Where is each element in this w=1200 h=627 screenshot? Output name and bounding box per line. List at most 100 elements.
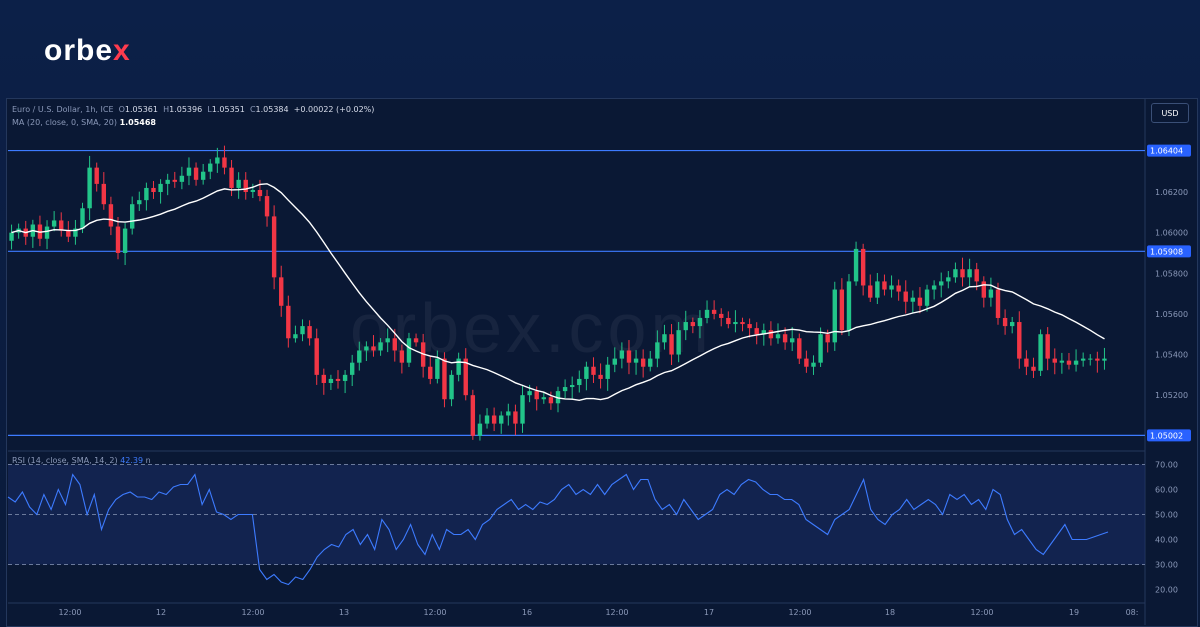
candle-body bbox=[300, 326, 305, 335]
candle-body bbox=[534, 391, 539, 400]
candle-body bbox=[435, 358, 440, 379]
candle-body bbox=[967, 269, 972, 278]
candle-body bbox=[321, 374, 327, 383]
candle-body bbox=[754, 328, 759, 335]
candle-body bbox=[719, 313, 724, 318]
candle-body bbox=[740, 322, 745, 325]
candle-body bbox=[144, 187, 149, 201]
candle-body bbox=[591, 366, 596, 375]
candle-body bbox=[889, 285, 894, 290]
rsi-line bbox=[7, 473, 1109, 586]
candle-body bbox=[137, 200, 142, 205]
candle-body bbox=[9, 232, 14, 241]
candle-body bbox=[314, 338, 319, 375]
candle-body bbox=[87, 167, 92, 209]
candle-body bbox=[1073, 360, 1079, 365]
candle-body bbox=[1017, 322, 1022, 359]
time-tick-label: 12:00 bbox=[605, 608, 628, 617]
candle-body bbox=[208, 163, 213, 172]
candle-body bbox=[917, 297, 923, 306]
price-tick-label: 1.05400 bbox=[1155, 351, 1188, 360]
candle-body bbox=[782, 334, 788, 343]
candle-body bbox=[506, 411, 511, 416]
candle-body bbox=[80, 208, 85, 229]
candle-body bbox=[428, 366, 433, 379]
candle-body bbox=[392, 338, 397, 351]
candle-body bbox=[868, 285, 873, 298]
candle-body bbox=[94, 167, 99, 184]
candle-body bbox=[477, 423, 483, 436]
candle-body bbox=[499, 415, 504, 424]
rsi-tick-label: 50.00 bbox=[1155, 511, 1178, 520]
candle-body bbox=[818, 334, 823, 363]
candle-body bbox=[939, 281, 944, 286]
candle-body bbox=[186, 167, 192, 176]
candle-body bbox=[882, 281, 887, 290]
candles bbox=[9, 145, 1107, 441]
candle-body bbox=[839, 289, 845, 331]
candle-body bbox=[349, 362, 355, 375]
candle-body bbox=[640, 358, 646, 367]
candle-body bbox=[335, 378, 341, 381]
candle-body bbox=[73, 228, 78, 237]
candle-body bbox=[413, 338, 419, 343]
candle-body bbox=[875, 281, 880, 298]
candle-body bbox=[846, 281, 852, 331]
candle-body bbox=[229, 167, 234, 188]
price-tick-label: 1.05800 bbox=[1155, 269, 1188, 278]
candle-body bbox=[293, 334, 298, 339]
candle-body bbox=[1059, 360, 1065, 363]
currency-button[interactable]: USD bbox=[1151, 103, 1189, 123]
candle-body bbox=[364, 346, 369, 351]
candle-body bbox=[1009, 322, 1015, 327]
candle-body bbox=[768, 330, 774, 339]
candle-body bbox=[101, 183, 107, 205]
time-tick-label: 18 bbox=[885, 608, 895, 617]
candle-body bbox=[960, 269, 965, 278]
candle-body bbox=[633, 358, 639, 363]
candle-body bbox=[832, 289, 837, 343]
candle-body bbox=[243, 179, 248, 193]
price-tick-label: 1.06000 bbox=[1155, 229, 1188, 238]
candle-body bbox=[257, 189, 263, 197]
candle-body bbox=[569, 385, 575, 388]
candle-body bbox=[527, 391, 532, 396]
candle-body bbox=[222, 157, 227, 168]
candle-body bbox=[1024, 358, 1029, 367]
rsi-tick-label: 20.00 bbox=[1155, 586, 1178, 595]
candle-body bbox=[456, 358, 461, 375]
candle-body bbox=[129, 204, 135, 229]
candle-body bbox=[1088, 358, 1093, 360]
candle-body bbox=[825, 334, 830, 343]
rsi-legend: RSI (14, close, SMA, 14, 2) 42.39 n bbox=[12, 456, 151, 465]
candle-body bbox=[598, 374, 603, 379]
rsi-tick-label: 60.00 bbox=[1155, 486, 1178, 495]
candle-body bbox=[910, 297, 916, 302]
candle-body bbox=[974, 269, 979, 282]
candle-body bbox=[931, 285, 937, 290]
candle-body bbox=[1045, 334, 1050, 359]
candle-body bbox=[683, 322, 688, 331]
candle-body bbox=[371, 346, 376, 351]
time-tick-label: 19 bbox=[1069, 608, 1079, 617]
candle-body bbox=[51, 220, 57, 227]
candle-body bbox=[789, 338, 795, 343]
candle-body bbox=[484, 415, 490, 424]
time-tick-label: 13 bbox=[339, 608, 349, 617]
candle-body bbox=[378, 342, 383, 351]
candle-body bbox=[648, 358, 653, 367]
candle-body bbox=[860, 248, 866, 286]
candle-body bbox=[179, 175, 185, 182]
level-price-label: 1.05908 bbox=[1150, 247, 1183, 256]
candle-body bbox=[399, 350, 405, 363]
time-tick-label: 12:00 bbox=[970, 608, 993, 617]
candle-body bbox=[59, 220, 64, 231]
brand-logo: orbex bbox=[44, 34, 131, 67]
candle-body bbox=[726, 317, 731, 325]
candle-body bbox=[193, 167, 199, 180]
candle-body bbox=[981, 281, 987, 298]
candle-body bbox=[385, 338, 390, 343]
candle-body bbox=[406, 338, 412, 363]
candle-body bbox=[271, 216, 277, 278]
